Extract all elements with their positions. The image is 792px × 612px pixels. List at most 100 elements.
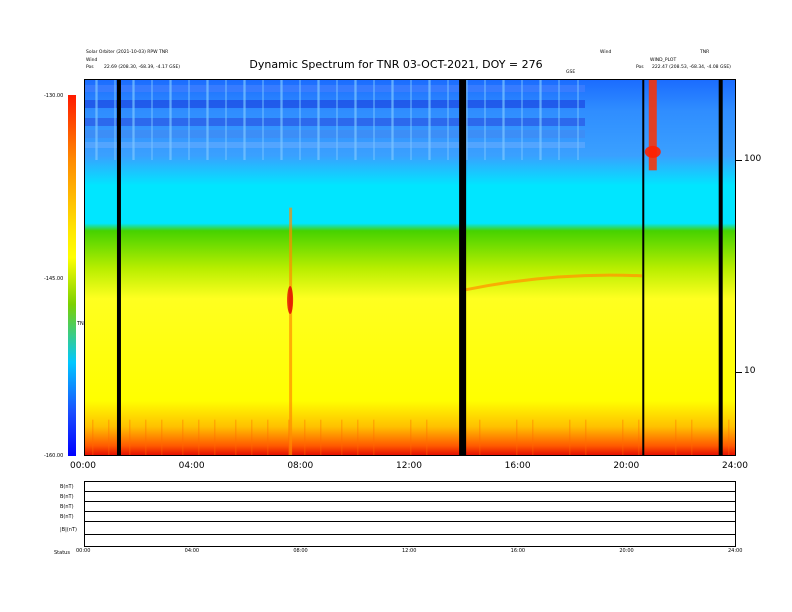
low-freq-streak [182,419,184,455]
low-freq-streak [92,419,94,455]
colorbar-tick-mid: -145.00 [44,276,64,282]
interference-streak [188,80,190,160]
interference-streak [354,80,356,160]
type-iii-burst [648,80,657,171]
interference-streak [151,80,153,160]
data-gap-bar [642,80,645,455]
interference-streak [243,80,245,160]
interference-streak [133,80,135,160]
header-right-pos-label: Pos [636,65,644,70]
low-freq-streak [532,419,534,455]
spectrogram-plot [84,79,736,456]
lower-x-tick-label: 04:00 [184,548,200,554]
lower-x-tick-label: 12:00 [402,548,417,554]
interference-streak [96,80,98,160]
low-freq-streak [214,419,216,455]
header-right-label-a: Wind [600,50,612,55]
interference-streak [392,80,394,160]
interference-streak [502,80,504,160]
interference-streak [391,80,393,160]
interference-streak [539,80,541,160]
interference-streak [114,80,116,160]
interference-streak [262,80,264,160]
colorbar-label: TNR [77,321,88,327]
colorbar-tick-bottom: -160.00 [44,453,64,459]
lower-row-label: B(nT) [60,484,74,490]
lower-row-line [85,534,735,535]
low-freq-streak [198,419,200,455]
interference-band [85,85,585,92]
low-freq-streak [288,419,290,455]
interference-streak [317,80,319,160]
header-right-pos: 222.47 (208.53, -68.34, -4.08 GSE) [652,65,731,70]
type-iii-burst [289,207,293,455]
low-freq-streak [426,419,428,455]
interference-streak [410,80,412,160]
lower-row-line [85,511,735,512]
low-freq-streak [251,419,253,455]
interference-streak [206,80,208,160]
interference-streak [132,80,134,160]
low-freq-streak [479,419,481,455]
x-tick-label: 20:00 [613,461,640,471]
lower-x-tick-label: 00:00 [76,548,91,554]
interference-streak [428,80,430,160]
header-right-label-b: TNR [700,50,710,55]
interference-streak [355,80,357,160]
data-gap-bar [459,80,467,455]
marker-label: GSE [566,70,576,75]
y-tick-mark [736,159,742,161]
colorbar [68,95,76,456]
interference-band [85,130,585,138]
y-tick-label: 100 [744,153,762,164]
interference-streak [577,80,579,160]
low-freq-streak [675,419,677,455]
interference-streak [280,80,282,160]
interference-streak [299,80,301,160]
interference-streak [169,80,171,160]
interference-streak [540,80,542,160]
status-label: Status [54,550,70,556]
interference-band [85,100,585,108]
low-freq-streak [410,419,412,455]
data-gap-bar [116,80,121,455]
interference-streak [558,80,560,160]
low-freq-streak [728,419,730,455]
lower-row-label: B(nT) [60,514,74,520]
spectrum-features [92,80,730,455]
interference-streak [281,80,283,160]
lower-x-tick-label: 08:00 [293,548,308,554]
interference-streak [484,80,486,160]
interference-streak [95,80,97,160]
lower-x-tick-label: 20:00 [619,548,634,554]
interference-streak [225,80,227,160]
low-freq-streak [638,419,640,455]
low-freq-streak [341,419,343,455]
low-freq-streak [129,419,131,455]
colorbar-tick-top: -130.00 [44,93,64,99]
data-gap-bars [116,80,723,455]
x-tick-label: 24:00 [722,461,748,471]
interference-streak [336,80,338,160]
spectrum-bands [85,80,642,292]
interference-streak [373,80,375,160]
lower-row-label: B(nT) [60,504,74,510]
low-freq-streak [320,419,322,455]
low-freq-streak [585,419,587,455]
header-left-line-2: Wind [86,58,98,63]
interference-band [85,118,585,126]
interference-streak [521,80,523,160]
low-freq-streak [108,419,110,455]
lower-x-tick-label: 16:00 [510,548,526,554]
header-right-tiny: WIND_PLOT [650,58,677,63]
lower-row-line [85,521,735,522]
low-freq-streak [304,419,306,455]
low-freq-streak [161,419,163,455]
lower-row-label: |B|(nT) [60,527,77,533]
spectrogram-svg [85,80,735,455]
x-tick-label: 16:00 [504,461,531,471]
low-freq-streak [516,419,518,455]
interference-streak [244,80,246,160]
low-freq-streak [267,419,269,455]
low-freq-streak [691,419,693,455]
